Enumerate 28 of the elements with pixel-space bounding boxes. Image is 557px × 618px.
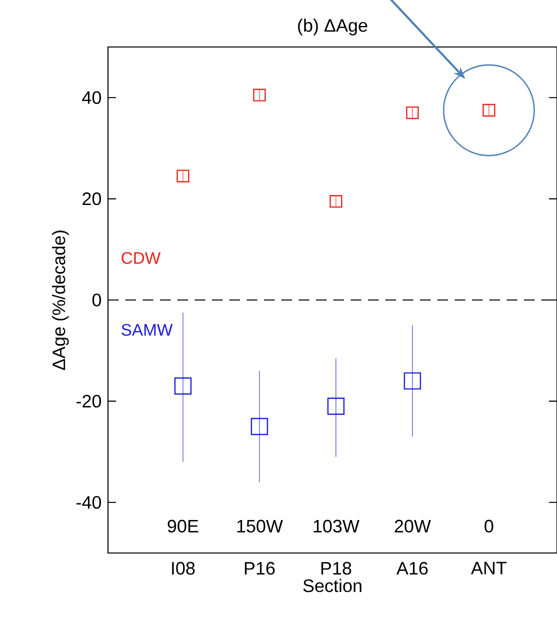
annotation: 0	[484, 520, 494, 533]
x-tick-label: ANT	[470, 562, 506, 574]
text: SAMW	[122, 324, 173, 336]
point	[250, 418, 268, 436]
point	[404, 372, 422, 390]
x-tick-label: P16	[244, 562, 275, 575]
point	[253, 88, 266, 102]
y-tick-label: -20	[76, 394, 102, 408]
point	[406, 106, 419, 120]
y-tick-label: 20	[82, 192, 102, 206]
point	[174, 377, 192, 395]
point	[176, 170, 190, 182]
annotation: 150W	[237, 520, 283, 533]
y-axis-title: ΔAge (%/decade)	[52, 230, 69, 370]
y-tick-label: 40	[82, 91, 102, 104]
text: CDW	[122, 252, 161, 264]
x-axis-title: Section	[303, 578, 362, 592]
point	[330, 195, 342, 208]
x-tick-label: I08	[172, 562, 195, 575]
y-tick-label: 0	[92, 294, 102, 306]
x-tick-label: P18	[321, 562, 352, 575]
annotation: 103W	[314, 520, 360, 533]
y-tick-label: -40	[76, 496, 102, 509]
annotation: 20W	[394, 520, 431, 533]
x-tick-label: A16	[396, 562, 428, 575]
chart-title: (b) ΔAge	[298, 18, 368, 36]
annotation: 90E	[168, 520, 198, 533]
point	[327, 398, 345, 415]
